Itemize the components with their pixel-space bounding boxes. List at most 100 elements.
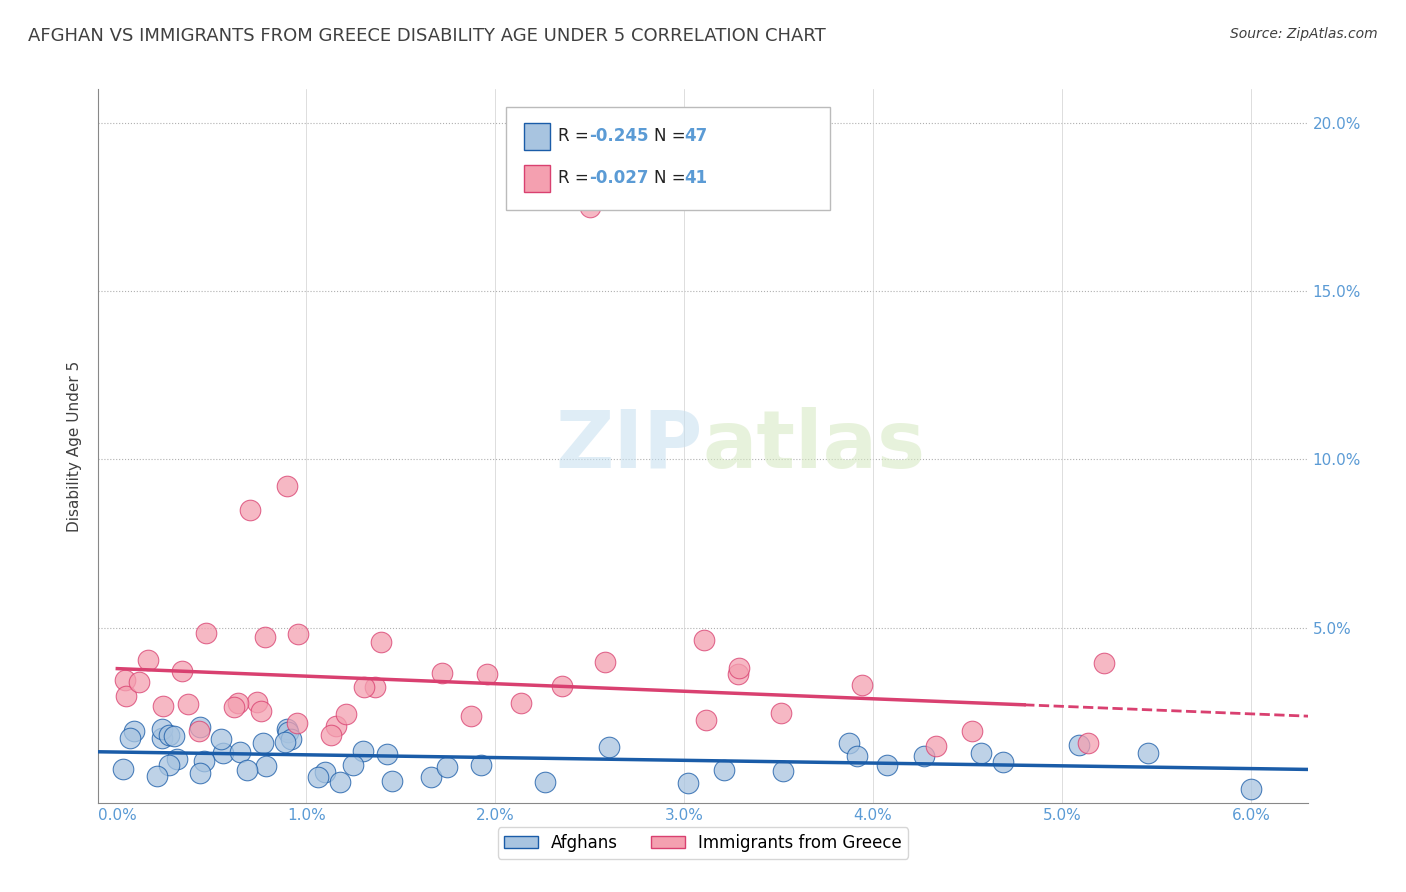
Point xyxy=(252,736,274,750)
Point xyxy=(246,695,269,709)
Point xyxy=(676,776,699,790)
Point xyxy=(727,667,749,681)
Point xyxy=(321,728,343,742)
Point xyxy=(222,699,245,714)
Point xyxy=(329,775,352,789)
Point xyxy=(152,699,174,714)
Point xyxy=(157,758,180,772)
Text: N =: N = xyxy=(654,128,690,145)
Point xyxy=(276,479,298,493)
Point xyxy=(307,770,329,784)
Text: N =: N = xyxy=(654,169,690,187)
Point xyxy=(598,739,620,754)
Point xyxy=(1092,656,1115,670)
Point xyxy=(120,731,142,745)
Text: R =: R = xyxy=(558,169,595,187)
Point xyxy=(375,747,398,761)
Point xyxy=(287,627,309,641)
Point xyxy=(325,719,347,733)
Text: -0.027: -0.027 xyxy=(589,169,648,187)
Point xyxy=(150,731,173,745)
Point xyxy=(381,773,404,788)
Point xyxy=(136,653,159,667)
Point xyxy=(254,759,277,773)
Text: Source: ZipAtlas.com: Source: ZipAtlas.com xyxy=(1230,27,1378,41)
Y-axis label: Disability Age Under 5: Disability Age Under 5 xyxy=(67,360,83,532)
Point xyxy=(912,749,935,764)
Point xyxy=(276,723,298,737)
Point xyxy=(845,749,868,764)
Point xyxy=(188,724,211,739)
Point xyxy=(212,746,235,760)
Point xyxy=(115,690,138,704)
Point xyxy=(1077,736,1099,750)
Point xyxy=(172,664,194,678)
Point xyxy=(177,698,200,712)
Point xyxy=(229,745,252,759)
Point xyxy=(969,746,991,760)
Point xyxy=(128,674,150,689)
Point xyxy=(991,755,1014,769)
Point xyxy=(314,765,336,780)
Point xyxy=(150,723,173,737)
Point xyxy=(146,769,169,783)
Point xyxy=(363,680,385,694)
Point xyxy=(166,752,188,766)
Point xyxy=(122,724,145,739)
Point xyxy=(163,729,186,743)
Point xyxy=(1067,738,1090,752)
Point xyxy=(254,630,277,644)
Point xyxy=(578,200,600,214)
Point xyxy=(188,765,211,780)
Point xyxy=(533,775,555,789)
Point xyxy=(228,696,250,710)
Text: R =: R = xyxy=(558,128,595,145)
Point xyxy=(772,764,794,778)
Point xyxy=(114,673,136,687)
Point xyxy=(432,666,454,681)
Text: 41: 41 xyxy=(685,169,707,187)
Point xyxy=(353,680,375,694)
Point xyxy=(770,706,793,720)
Text: AFGHAN VS IMMIGRANTS FROM GREECE DISABILITY AGE UNDER 5 CORRELATION CHART: AFGHAN VS IMMIGRANTS FROM GREECE DISABIL… xyxy=(28,27,825,45)
Point xyxy=(876,757,898,772)
Point xyxy=(250,704,273,718)
Point xyxy=(285,716,308,731)
Point xyxy=(593,655,616,669)
Point xyxy=(274,735,297,749)
Point xyxy=(112,762,135,776)
Point xyxy=(551,679,574,693)
Point xyxy=(851,678,873,692)
Point xyxy=(460,708,482,723)
Point xyxy=(838,736,860,750)
Point xyxy=(193,754,215,768)
Text: atlas: atlas xyxy=(703,407,927,485)
Point xyxy=(960,723,983,738)
Point xyxy=(370,635,392,649)
Point xyxy=(195,626,218,640)
Point xyxy=(925,739,948,753)
Point xyxy=(235,764,257,778)
Point xyxy=(713,764,735,778)
Text: 47: 47 xyxy=(685,128,709,145)
Point xyxy=(420,771,443,785)
Point xyxy=(728,661,751,675)
Point xyxy=(280,731,302,746)
Point xyxy=(475,666,498,681)
Point xyxy=(209,732,232,747)
Text: ZIP: ZIP xyxy=(555,407,703,485)
Point xyxy=(239,503,262,517)
Point xyxy=(335,706,357,721)
Point xyxy=(509,696,531,710)
Point xyxy=(1137,746,1160,760)
Point xyxy=(695,714,717,728)
Point xyxy=(157,728,180,742)
Point xyxy=(470,758,492,772)
Point xyxy=(436,760,458,774)
Text: -0.245: -0.245 xyxy=(589,128,648,145)
Point xyxy=(352,743,374,757)
Point xyxy=(342,758,364,772)
Legend: Afghans, Immigrants from Greece: Afghans, Immigrants from Greece xyxy=(498,828,908,859)
Point xyxy=(188,720,211,734)
Point xyxy=(693,632,716,647)
